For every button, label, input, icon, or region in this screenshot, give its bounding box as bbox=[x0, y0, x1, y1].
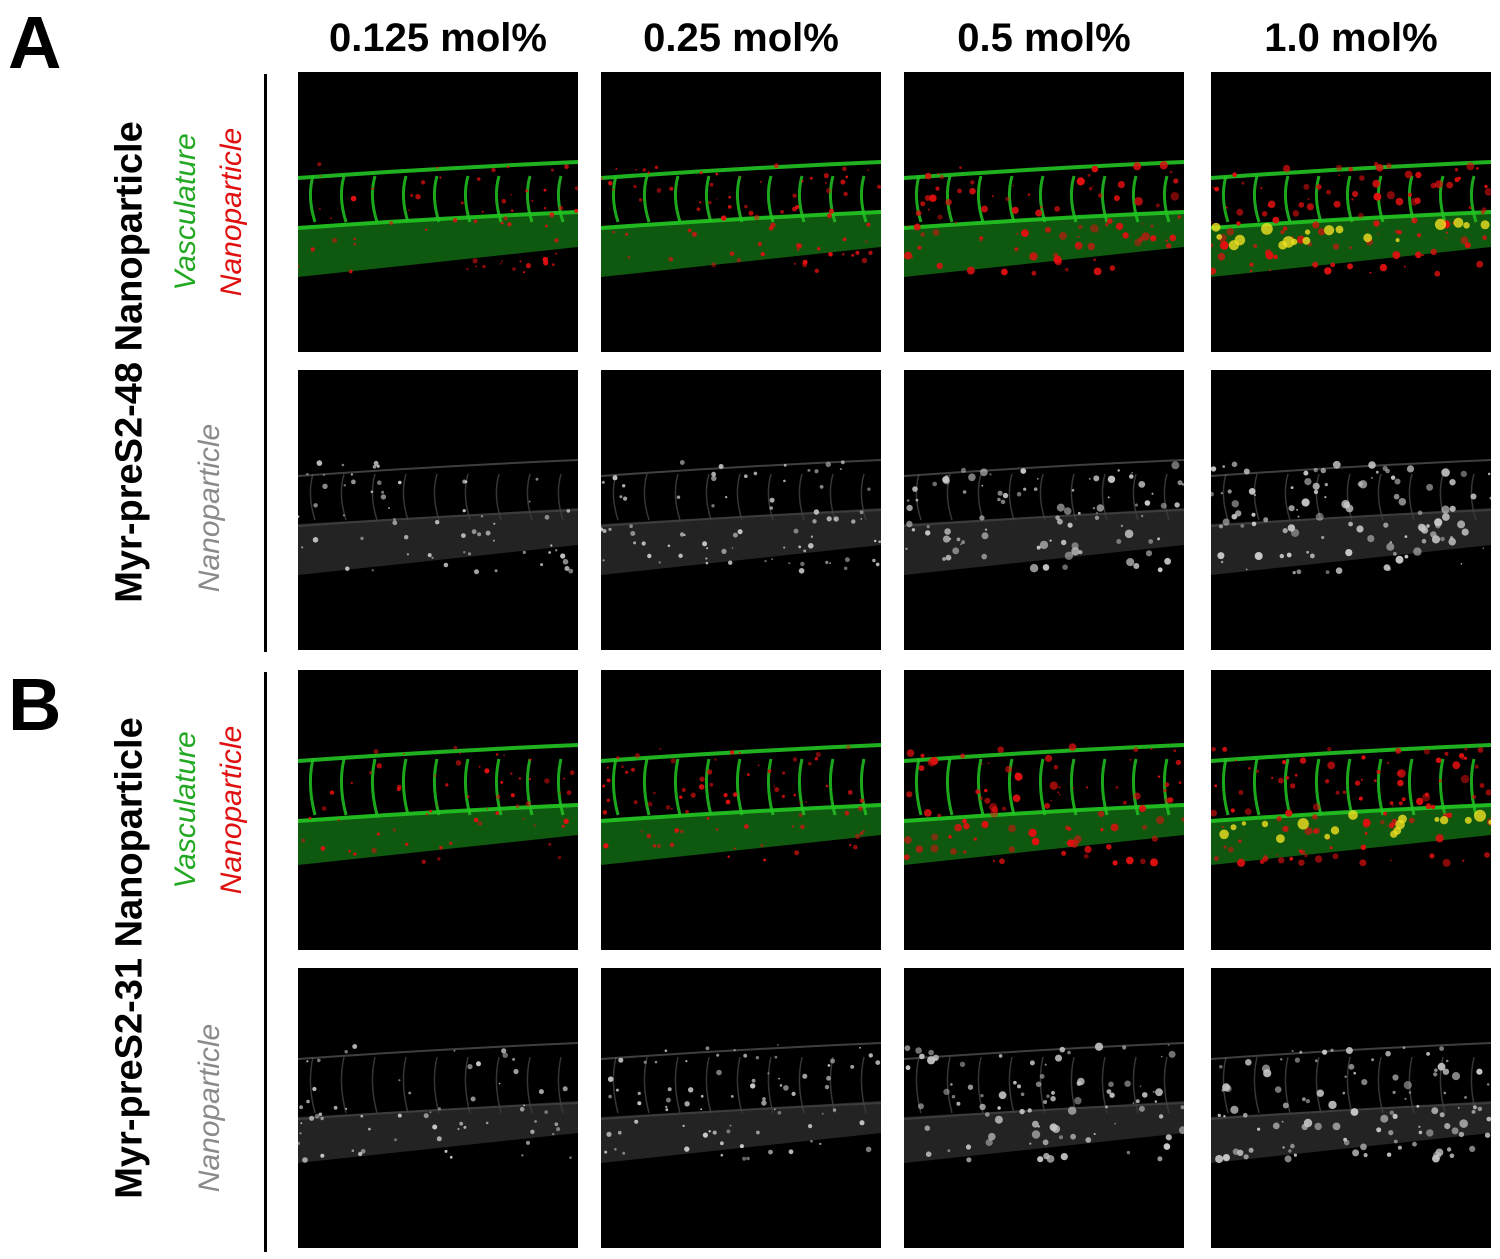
nanoparticle-micrograph-a-2 bbox=[601, 370, 881, 650]
merged-micrograph-b-2 bbox=[601, 670, 881, 950]
merged-micrograph-a-4 bbox=[1211, 72, 1491, 352]
merged-micrograph-b-4 bbox=[1211, 670, 1491, 950]
gray-nanoparticle-label-a: Nanoparticle bbox=[193, 423, 226, 593]
merged-micrograph-a-2 bbox=[601, 72, 881, 352]
panel-letter-a: A bbox=[8, 1, 62, 84]
construct-label-b: Myr-preS2-31 Nanoparticle bbox=[108, 717, 151, 1199]
nanoparticle-label-b: Nanoparticle bbox=[215, 725, 248, 895]
nanoparticle-label-a: Nanoparticle bbox=[215, 127, 248, 297]
vasculature-label-b: Vasculature bbox=[169, 731, 202, 889]
nanoparticle-micrograph-b-2 bbox=[601, 968, 881, 1248]
divider-line-a bbox=[264, 74, 267, 652]
concentration-header-3: 0.5 mol% bbox=[957, 16, 1131, 60]
nanoparticle-micrograph-a-4 bbox=[1211, 370, 1491, 650]
concentration-header-1: 0.125 mol% bbox=[329, 16, 547, 60]
construct-label-a: Myr-preS2-48 Nanoparticle bbox=[108, 121, 151, 603]
gray-nanoparticle-label-b: Nanoparticle bbox=[193, 1023, 226, 1193]
nanoparticle-micrograph-b-3 bbox=[904, 968, 1184, 1248]
vasculature-label-a: Vasculature bbox=[169, 133, 202, 291]
merged-micrograph-b-1 bbox=[298, 670, 578, 950]
merged-micrograph-a-3 bbox=[904, 72, 1184, 352]
concentration-header-2: 0.25 mol% bbox=[643, 16, 839, 60]
divider-line-b bbox=[264, 672, 267, 1252]
nanoparticle-micrograph-b-1 bbox=[298, 968, 578, 1248]
nanoparticle-micrograph-a-3 bbox=[904, 370, 1184, 650]
merged-micrograph-b-3 bbox=[904, 670, 1184, 950]
merged-micrograph-a-1 bbox=[298, 72, 578, 352]
concentration-header-4: 1.0 mol% bbox=[1264, 16, 1438, 60]
panel-letter-b: B bbox=[8, 663, 62, 746]
nanoparticle-micrograph-a-1 bbox=[298, 370, 578, 650]
nanoparticle-micrograph-b-4 bbox=[1211, 968, 1491, 1248]
